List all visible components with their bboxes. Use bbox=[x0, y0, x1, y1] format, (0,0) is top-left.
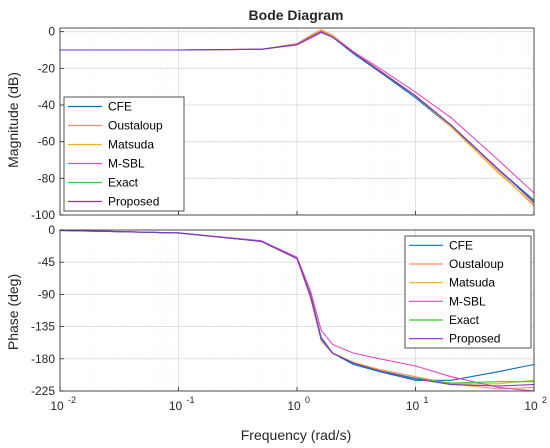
legend-label-cfe: CFE bbox=[449, 238, 473, 252]
legend-label-m-sbl: M-SBL bbox=[449, 294, 486, 308]
y-tick-label: -45 bbox=[38, 255, 56, 269]
legend-label-matsuda: Matsuda bbox=[108, 138, 154, 152]
x-tick-label: 10 bbox=[524, 399, 538, 413]
legend-box bbox=[63, 96, 185, 212]
legend-label-oustaloup: Oustaloup bbox=[108, 119, 163, 133]
x-tick-exponent: -1 bbox=[187, 395, 195, 405]
legend-label-cfe: CFE bbox=[108, 100, 132, 114]
legend: CFE Oustaloup Matsuda M-SBL Exact Proposed bbox=[404, 235, 532, 349]
x-tick-exponent: -2 bbox=[68, 395, 76, 405]
legend-box bbox=[404, 235, 532, 349]
legend-label-exact: Exact bbox=[108, 176, 139, 190]
series-line-proposed bbox=[59, 229, 535, 387]
legend: CFE Oustaloup Matsuda M-SBL Exact Proposed bbox=[63, 96, 185, 212]
magnitude-ylabel: Magnitude (dB) bbox=[5, 72, 21, 168]
y-tick-label: 0 bbox=[48, 25, 55, 39]
y-tick-label: -20 bbox=[38, 61, 56, 75]
chart-title: Bode Diagram bbox=[249, 7, 344, 23]
y-tick-label: -80 bbox=[38, 171, 56, 185]
y-tick-label: -60 bbox=[38, 135, 56, 149]
series-line-m-sbl bbox=[59, 229, 535, 392]
y-tick-label: 0 bbox=[48, 223, 55, 237]
legend-label-matsuda: Matsuda bbox=[449, 276, 495, 290]
legend-label-oustaloup: Oustaloup bbox=[449, 257, 504, 271]
x-tick-exponent: 0 bbox=[305, 395, 310, 405]
y-tick-label: -100 bbox=[31, 208, 55, 222]
x-tick-label: 10 bbox=[169, 399, 183, 413]
legend-label-proposed: Proposed bbox=[108, 195, 159, 209]
x-tick-exponent: 1 bbox=[424, 395, 429, 405]
x-tick-exponent: 2 bbox=[542, 395, 547, 405]
magnitude-panel: 0 -20 -40 -60 -80 -100 CFE Oustaloup Matsuda M-SB… bbox=[31, 25, 535, 222]
y-tick-label: -40 bbox=[38, 98, 56, 112]
frequency-xlabel: Frequency (rad/s) bbox=[241, 427, 351, 443]
legend-label-exact: Exact bbox=[449, 313, 480, 327]
y-tick-label: -180 bbox=[31, 352, 55, 366]
x-tick-label: 10 bbox=[50, 399, 64, 413]
legend-label-proposed: Proposed bbox=[449, 332, 500, 346]
phase-ylabel: Phase (deg) bbox=[5, 274, 21, 350]
x-tick-label: 10 bbox=[406, 399, 420, 413]
y-tick-label: -225 bbox=[31, 384, 55, 398]
legend-label-m-sbl: M-SBL bbox=[108, 157, 145, 171]
y-tick-label: -135 bbox=[31, 320, 55, 334]
series-line-proposed bbox=[60, 31, 535, 203]
y-tick-label: -90 bbox=[38, 287, 56, 301]
x-tick-label: 10 bbox=[287, 399, 301, 413]
